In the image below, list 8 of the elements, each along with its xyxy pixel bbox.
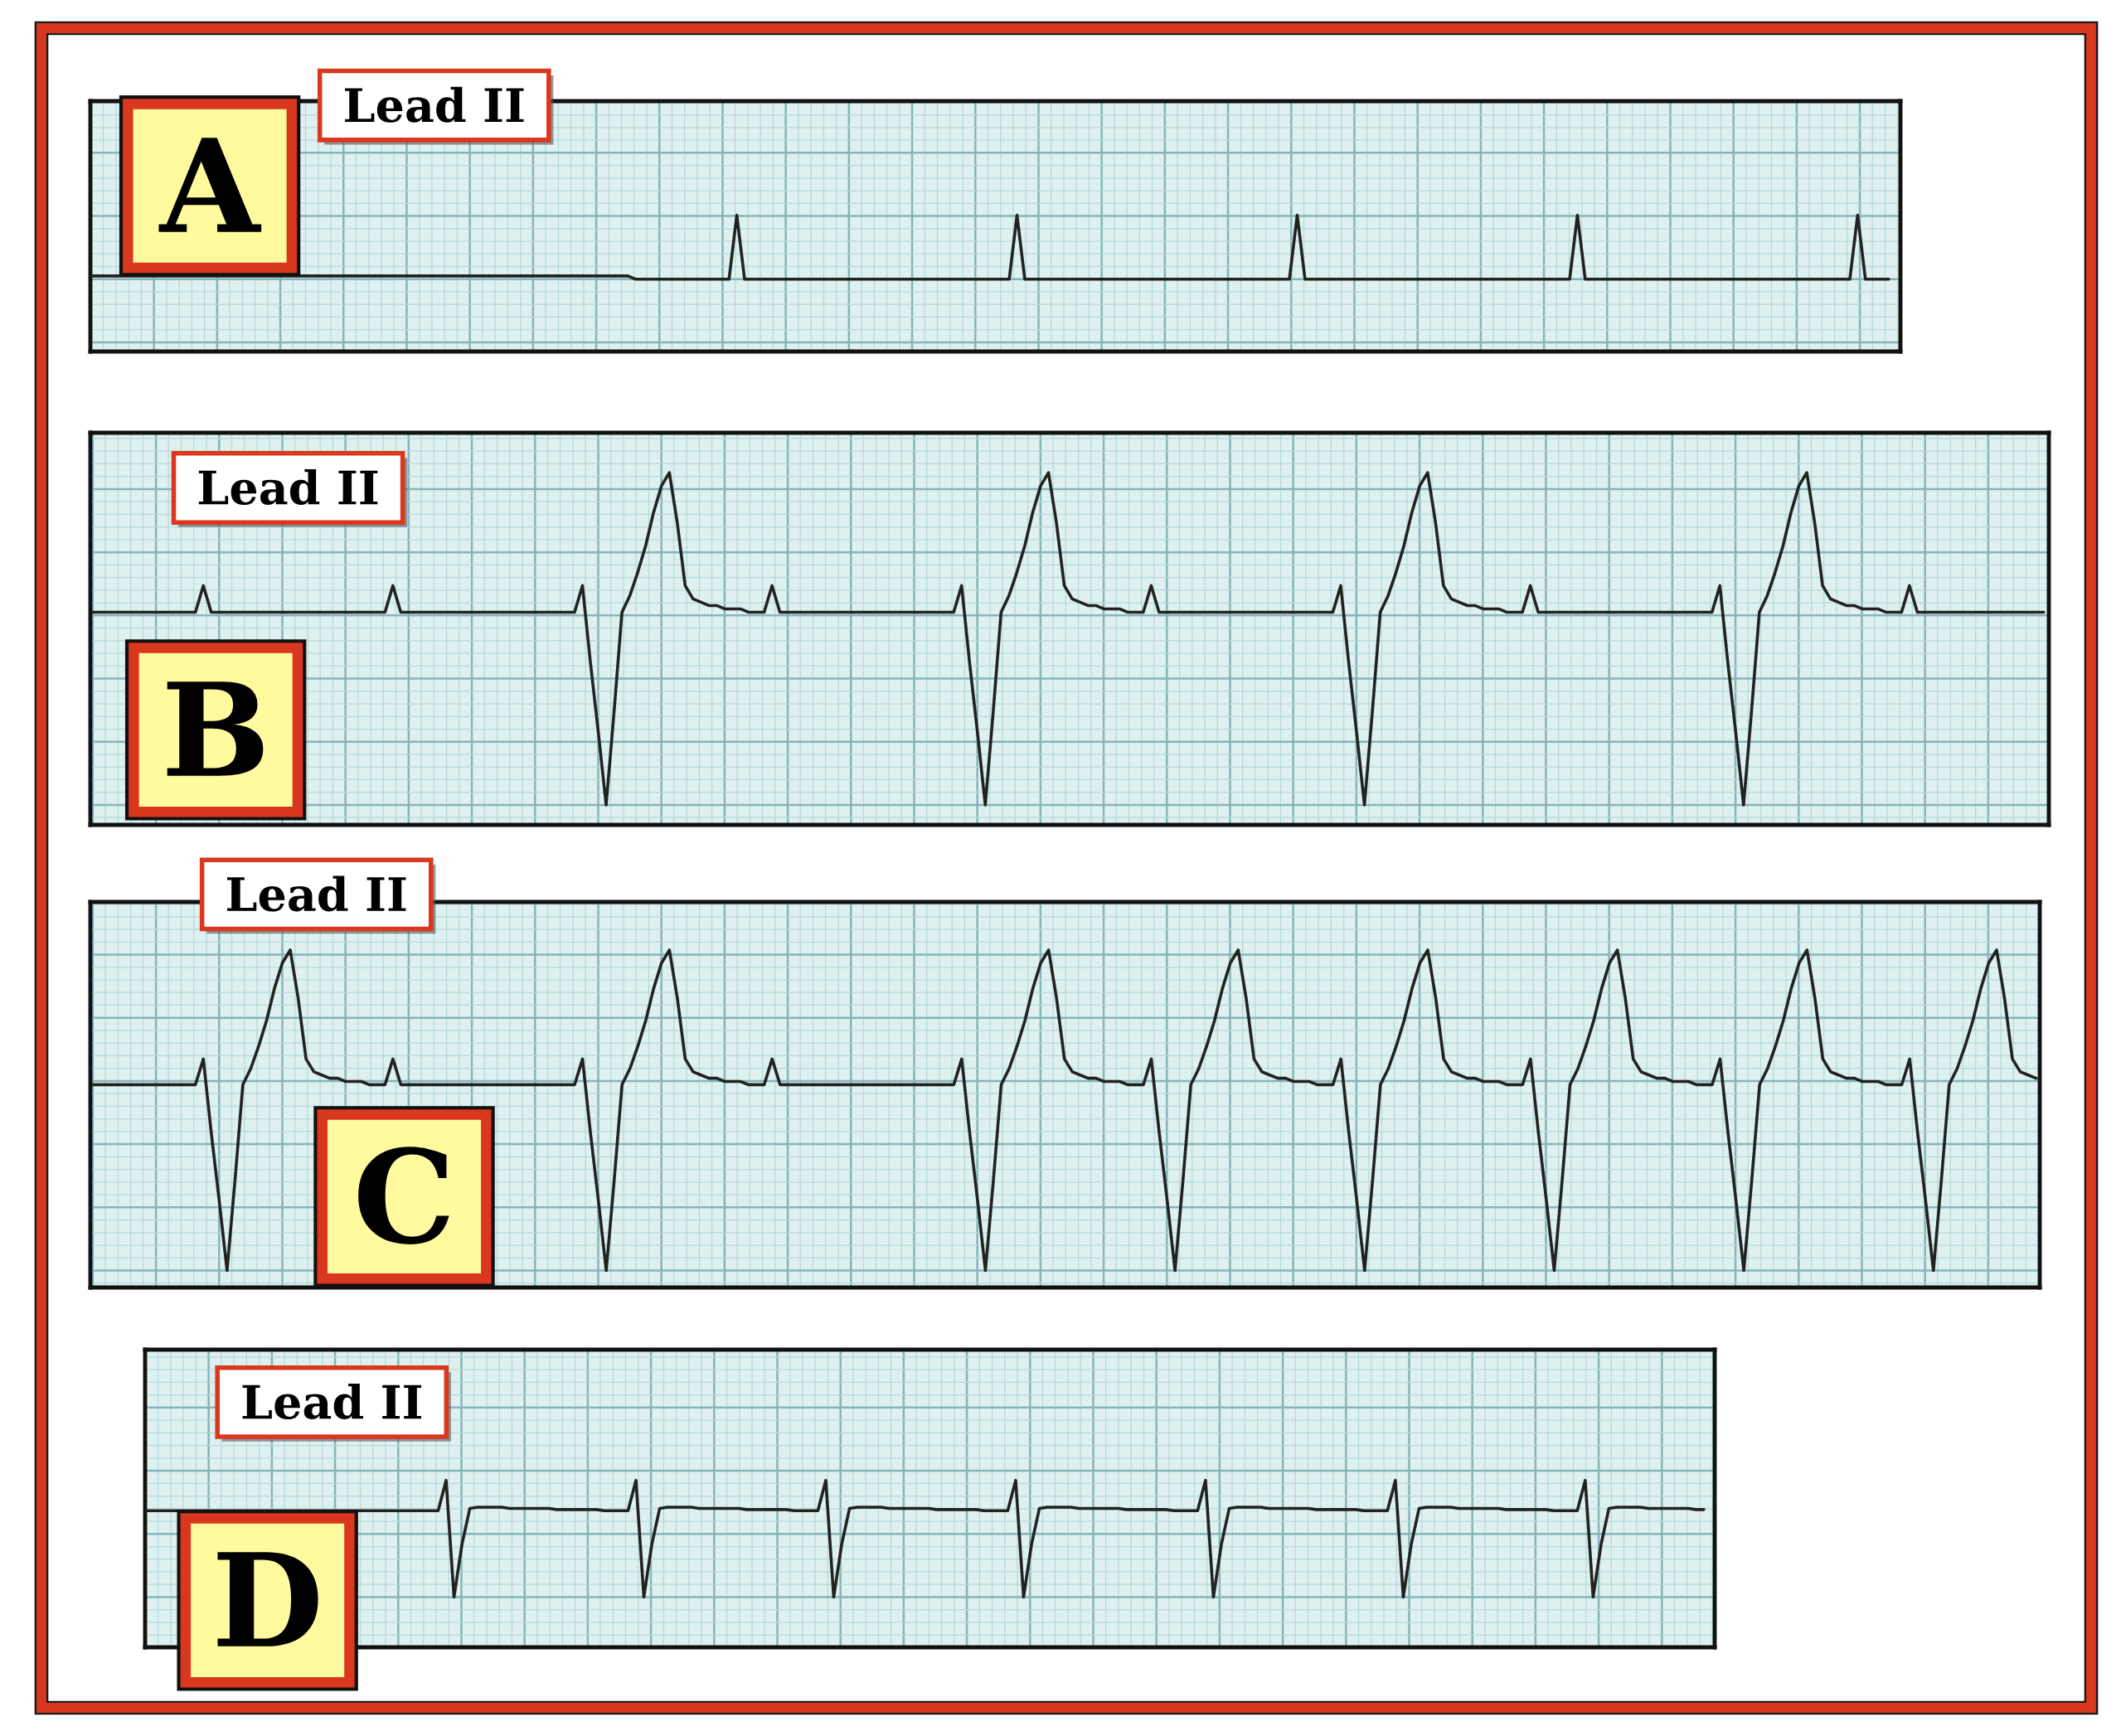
annotation: D bbox=[217, 1552, 318, 1646]
chart-title: Lead II bbox=[242, 1383, 421, 1419]
chart-title: Lead II bbox=[227, 875, 406, 912]
chart-title: Lead II bbox=[345, 86, 524, 123]
annotation: B bbox=[167, 681, 264, 776]
annotation: C bbox=[358, 1147, 449, 1244]
annotation: A bbox=[158, 138, 262, 232]
chart-title: Lead II bbox=[198, 469, 378, 506]
